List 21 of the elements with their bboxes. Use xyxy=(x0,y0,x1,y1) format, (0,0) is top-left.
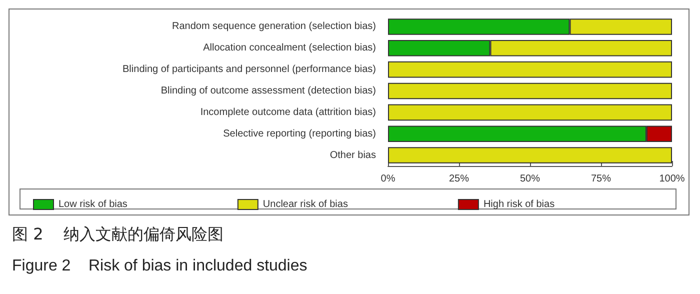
x-tick-label: 25% xyxy=(448,174,470,184)
y-tick-label: Allocation concealment (selection bias) xyxy=(203,42,376,54)
x-tick-label: 50% xyxy=(520,174,540,184)
y-tick-label: Random sequence generation (selection bias) xyxy=(172,21,376,32)
bar xyxy=(388,147,672,164)
y-tick-label: Blinding of participants and personnel (performance bias) xyxy=(122,64,376,76)
bar xyxy=(388,82,672,100)
y-tick-label: Incomplete outcome data (attrition bias) xyxy=(200,106,376,118)
x-tick-label: 75% xyxy=(590,174,612,184)
legend-label: Low risk of bias xyxy=(58,199,128,210)
x-tick-label: 100% xyxy=(659,174,685,184)
legend-label: High risk of bias xyxy=(483,199,555,210)
x-tick-label: 0% xyxy=(380,174,396,184)
text: Figure 2 Risk of bias in included studies xyxy=(12,258,308,274)
legend-label: Unclear risk of bias xyxy=(262,199,348,210)
text: 图 2 纳入文献的偏倚风险图 xyxy=(12,224,224,244)
y-tick-label: Selective reporting (reporting bias) xyxy=(223,128,376,140)
bar xyxy=(388,104,672,121)
y-tick-label: Other bias xyxy=(330,150,376,161)
bar xyxy=(388,61,672,78)
y-tick-label: Blinding of outcome assessment (detection bias) xyxy=(160,86,376,96)
